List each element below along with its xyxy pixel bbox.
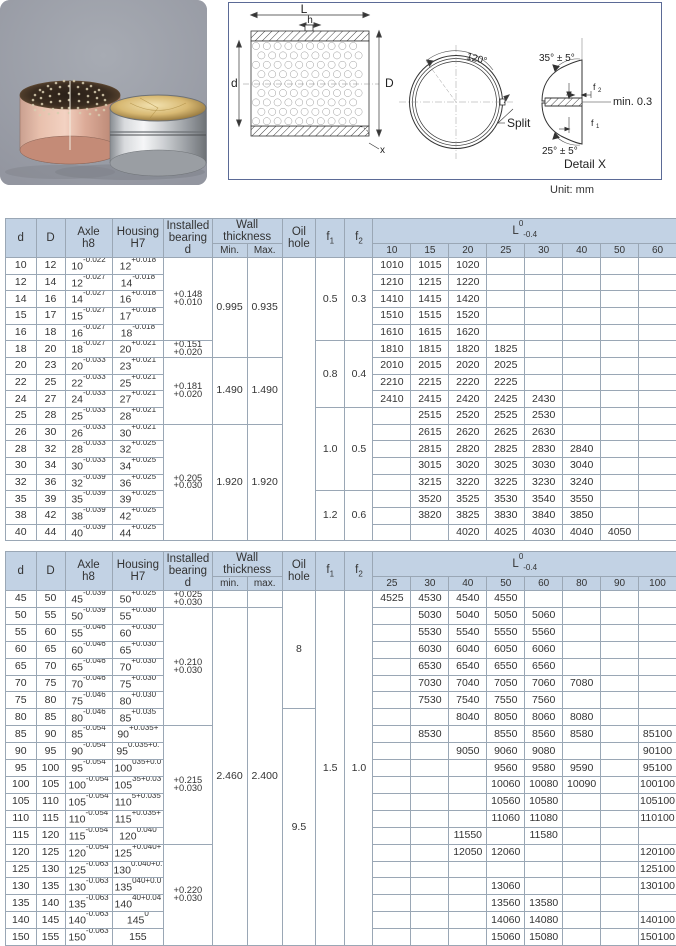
svg-text:D: D (385, 76, 394, 90)
svg-text:35° ± 5°: 35° ± 5° (539, 53, 575, 64)
svg-text:f: f (593, 82, 596, 92)
svg-text:Detail X: Detail X (564, 157, 606, 171)
svg-text:d: d (231, 76, 238, 90)
svg-text:x: x (380, 145, 385, 156)
svg-text:Split: Split (507, 116, 531, 130)
svg-text:min. 0.3: min. 0.3 (613, 96, 652, 108)
svg-text:2: 2 (598, 88, 602, 94)
svg-text:f: f (591, 118, 594, 128)
svg-text:1: 1 (596, 124, 600, 130)
svg-text:h: h (307, 15, 313, 26)
svg-text:25° ± 5°: 25° ± 5° (542, 146, 578, 157)
svg-text:120°: 120° (465, 51, 488, 67)
